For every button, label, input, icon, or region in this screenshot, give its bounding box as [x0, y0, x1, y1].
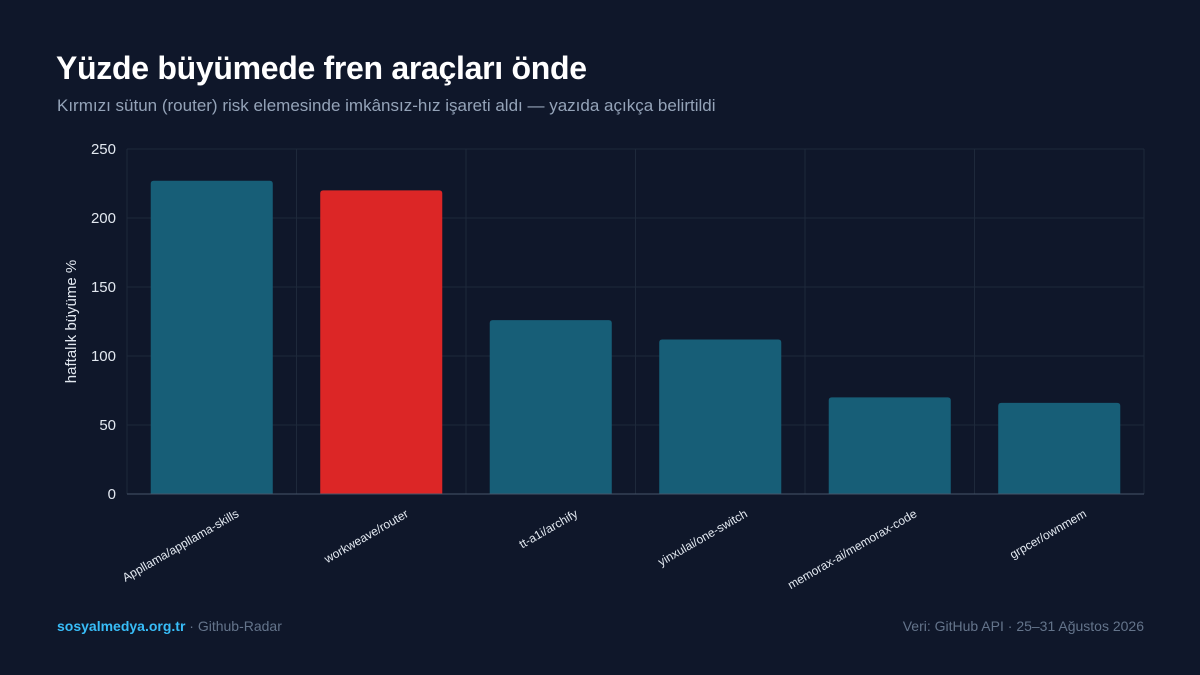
site-name: Github-Radar — [197, 618, 282, 634]
bar-memorax-ai-memorax-code — [828, 397, 951, 494]
y-tick-label: 250 — [91, 141, 116, 158]
bar-tt-a1i-archify — [489, 320, 612, 494]
y-tick-label: 100 — [91, 348, 116, 365]
bar-yinxulai-one-switch — [659, 339, 782, 494]
page-title: Yüzde büyümede fren araçları önde — [56, 50, 587, 86]
y-tick-labels: 0 50 100 150 200 250 — [91, 141, 116, 503]
bar-workweave-router — [320, 190, 443, 494]
bars — [150, 180, 1121, 495]
x-tick-label: grpcer/ownmem — [1007, 506, 1089, 561]
x-tick-label: Appllama/appllama-skills — [120, 506, 241, 584]
bar-grpcer-ownmem — [998, 402, 1121, 494]
bar-appllama-appllama-skills — [150, 180, 273, 495]
footer-separator: · — [185, 618, 198, 634]
x-tick-label: tt-a1i/archify — [517, 506, 581, 551]
y-tick-label: 150 — [91, 279, 116, 296]
x-tick-label: yinxulai/one-switch — [656, 506, 750, 568]
brand-link[interactable]: sosyalmedya.org.tr — [57, 618, 186, 634]
y-tick-label: 0 — [108, 486, 116, 503]
grid-lines — [126, 148, 1145, 494]
y-axis-label: haftalık büyüme % — [63, 260, 80, 383]
x-tick-label: workweave/router — [321, 506, 411, 566]
footer-credit: sosyalmedya.org.tr · Github-Radar — [57, 618, 282, 634]
y-tick-label: 200 — [91, 210, 116, 227]
x-tick-labels: Appllama/appllama-skills workweave/router… — [120, 506, 1089, 592]
y-tick-label: 50 — [99, 417, 116, 434]
data-source: Veri: GitHub API · 25–31 Ağustos 2026 — [902, 618, 1144, 634]
x-tick-label: memorax-ai/memorax-code — [785, 506, 919, 592]
page-subtitle: Kırmızı sütun (router) risk elemesinde i… — [57, 96, 716, 115]
